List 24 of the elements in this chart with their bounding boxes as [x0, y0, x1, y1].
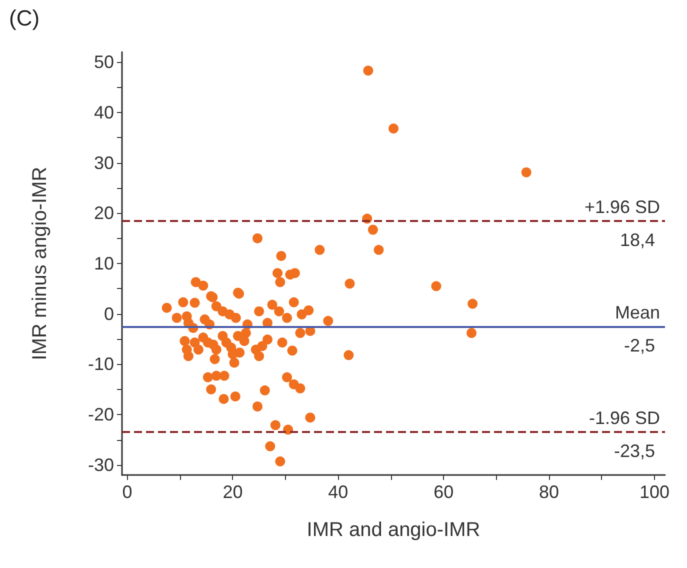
x-axis-title: IMR and angio-IMR — [306, 519, 480, 541]
y-axis-title: IMR minus angio-IMR — [29, 166, 51, 360]
y-tick-label: 30 — [94, 152, 114, 173]
y-tick-label: 20 — [94, 203, 114, 224]
annotation: -2,5 — [624, 335, 655, 356]
y-tick-label: -10 — [88, 354, 114, 374]
x-tick-label: 0 — [122, 482, 132, 502]
y-tick-label: 50 — [94, 52, 114, 72]
y-tick-label: -30 — [88, 454, 114, 475]
ref-line-label: -1.96 SD — [588, 408, 660, 428]
annotation: -23,5 — [614, 441, 655, 462]
ref-line-label: +1.96 SD — [584, 197, 660, 218]
chart-title: (C) — [9, 6, 40, 30]
y-tick-label: -20 — [88, 404, 114, 425]
annotation: 18,4 — [620, 230, 655, 250]
x-tick-label: 60 — [434, 482, 454, 502]
y-tick-label: 0 — [104, 304, 114, 324]
y-tick-label: 10 — [94, 254, 114, 274]
ref-line-label: Mean — [614, 302, 660, 322]
y-tick-label: 40 — [94, 102, 114, 122]
x-tick-label: 100 — [639, 482, 670, 502]
x-tick-label: 20 — [222, 482, 243, 502]
x-tick-label: 80 — [539, 482, 560, 502]
x-tick-label: 40 — [328, 482, 348, 502]
